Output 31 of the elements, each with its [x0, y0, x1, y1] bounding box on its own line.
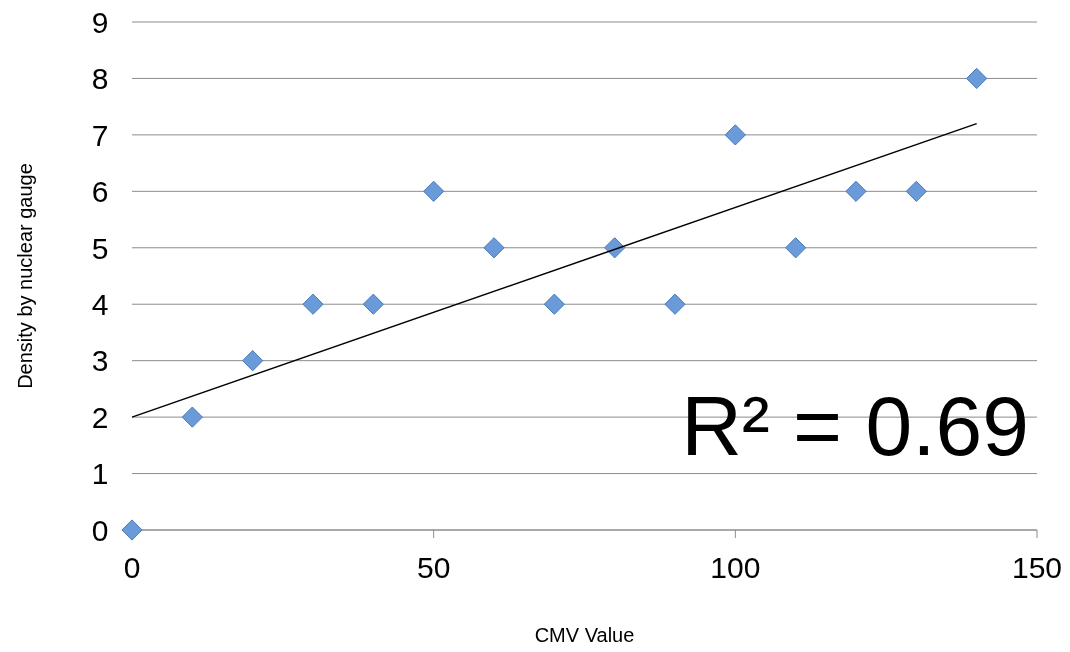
y-tick-label: 1: [91, 457, 109, 491]
point: [121, 519, 143, 541]
point: [664, 293, 686, 315]
y-tick-label: 3: [91, 344, 109, 378]
point: [905, 180, 927, 202]
point: [724, 124, 746, 146]
x-tick-label: 100: [710, 551, 761, 584]
point: [966, 67, 988, 90]
point: [483, 237, 505, 259]
point: [302, 293, 324, 315]
point: [423, 180, 445, 202]
x-axis-title: CMV Value: [534, 624, 635, 646]
y-tick-label: 7: [91, 118, 109, 152]
y-tick-label: 0: [91, 513, 109, 547]
x-tick-label: 150: [1011, 551, 1063, 584]
point: [242, 350, 264, 372]
y-tick-label: 8: [91, 62, 109, 96]
point: [181, 406, 203, 428]
y-tick-label: 4: [91, 288, 109, 322]
point: [845, 180, 867, 202]
point: [543, 293, 565, 315]
y-tick-label: 9: [91, 5, 109, 39]
point: [362, 293, 384, 315]
y-tick-label: 2: [91, 400, 109, 434]
annotation: R² = 0.69: [681, 379, 1029, 473]
y-tick-label: 6: [91, 175, 109, 209]
y-tick-label: 5: [91, 231, 109, 265]
y-axis-title: Density by nuclear gauge: [14, 163, 36, 389]
x-tick-label: 50: [416, 551, 451, 584]
x-tick-label: 0: [123, 551, 141, 584]
point: [785, 237, 807, 259]
